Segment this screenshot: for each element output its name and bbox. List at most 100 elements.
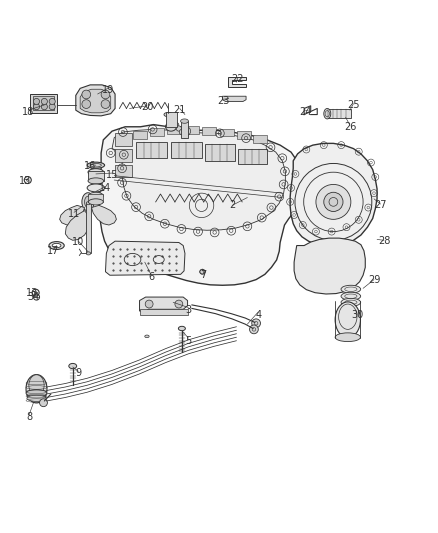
Text: 22: 22 [232,74,244,84]
Circle shape [145,300,153,308]
Circle shape [41,103,47,110]
Text: 26: 26 [344,122,356,132]
Ellipse shape [85,196,92,207]
Text: 16: 16 [84,161,96,171]
Circle shape [170,119,176,124]
Bar [133,131,147,139]
Ellipse shape [87,184,105,192]
Polygon shape [112,130,286,230]
Text: 14: 14 [99,183,112,193]
Circle shape [176,126,181,131]
Ellipse shape [87,162,105,168]
Bar [136,142,166,158]
Ellipse shape [86,252,91,255]
Polygon shape [140,309,187,316]
Ellipse shape [335,333,360,342]
Ellipse shape [88,192,103,199]
Ellipse shape [164,112,173,117]
Ellipse shape [26,375,47,403]
Text: 25: 25 [347,100,360,110]
Text: 23: 23 [217,95,230,106]
Bar [167,126,181,134]
Polygon shape [140,297,187,311]
Circle shape [82,90,91,99]
Text: 24: 24 [299,107,311,117]
Ellipse shape [178,326,185,330]
Text: 8: 8 [26,412,32,422]
Bar [150,128,164,135]
Circle shape [39,399,47,407]
Text: 13: 13 [26,288,39,298]
Ellipse shape [145,335,149,338]
Bar [238,149,267,164]
Bar [202,127,216,135]
Bar [88,171,104,181]
Text: 28: 28 [378,236,390,246]
Text: 3: 3 [185,305,191,315]
Text: 4: 4 [255,310,261,319]
Polygon shape [294,238,365,294]
Ellipse shape [86,201,91,205]
Bar [166,111,177,127]
Bar [115,165,132,177]
Polygon shape [223,96,246,101]
Circle shape [182,133,187,138]
Bar [86,203,91,253]
Text: 5: 5 [185,336,191,346]
Circle shape [316,184,351,220]
Circle shape [167,116,173,120]
Polygon shape [92,205,117,225]
Text: 21: 21 [173,105,186,115]
Circle shape [175,300,183,308]
Ellipse shape [341,292,360,300]
Ellipse shape [52,244,61,248]
Text: 15: 15 [106,170,118,180]
Circle shape [33,103,39,110]
Polygon shape [60,205,85,225]
Text: 2: 2 [229,200,235,211]
Bar [115,133,132,147]
Circle shape [173,123,179,128]
Circle shape [41,99,47,104]
Circle shape [250,325,258,334]
Ellipse shape [69,364,77,369]
Ellipse shape [49,241,64,249]
Bar [180,121,188,138]
Bar [115,149,132,161]
Ellipse shape [88,169,104,176]
Polygon shape [290,143,377,246]
Ellipse shape [88,178,104,184]
Text: 29: 29 [368,276,380,286]
Ellipse shape [26,390,47,397]
Ellipse shape [88,199,103,205]
Polygon shape [65,211,90,240]
Bar [171,142,201,158]
Circle shape [179,130,184,135]
Polygon shape [76,85,115,116]
Ellipse shape [29,375,44,395]
Bar [32,96,54,110]
Polygon shape [80,89,111,113]
Circle shape [101,90,110,99]
Circle shape [101,100,110,108]
Text: 20: 20 [141,102,153,112]
Polygon shape [228,77,246,87]
Ellipse shape [27,395,46,401]
Text: 27: 27 [374,200,387,211]
Bar [327,109,351,118]
Bar [237,131,251,139]
Bar [220,128,234,136]
Ellipse shape [335,302,360,338]
Circle shape [33,99,39,104]
Polygon shape [99,125,303,285]
Text: 10: 10 [72,238,85,247]
Text: 17: 17 [47,246,59,256]
Text: 34: 34 [27,292,39,302]
Bar [185,126,199,134]
Text: 11: 11 [68,209,80,219]
Circle shape [49,103,55,110]
Text: 13: 13 [18,176,31,187]
Text: 9: 9 [75,368,81,378]
Circle shape [324,192,343,212]
Ellipse shape [166,123,177,131]
